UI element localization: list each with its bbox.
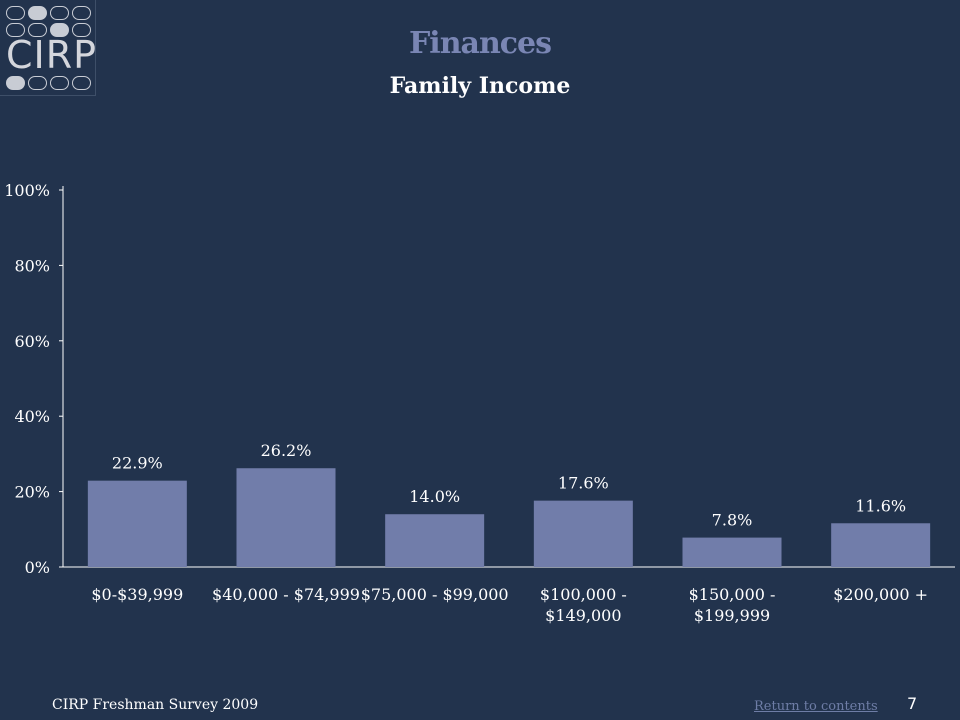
bar-value-label: 7.8% xyxy=(712,511,753,530)
bar xyxy=(682,537,782,567)
y-tick-label: 20% xyxy=(14,483,50,502)
y-tick-label: 100% xyxy=(4,181,50,200)
cirp-logo: CIRP xyxy=(0,0,96,96)
bar xyxy=(385,514,485,567)
bar-value-label: 17.6% xyxy=(558,474,609,493)
x-category-label: $100,000 - xyxy=(540,585,627,604)
x-category-label: $150,000 - xyxy=(689,585,776,604)
bar xyxy=(236,468,336,567)
bar xyxy=(831,523,931,567)
page-title: Finances xyxy=(409,26,552,61)
logo-dot-pattern-bottom xyxy=(6,76,91,93)
page-subtitle: Family Income xyxy=(389,73,571,99)
y-tick-label: 0% xyxy=(25,558,50,577)
x-category-label: $40,000 - $74,999 xyxy=(212,585,360,604)
bar xyxy=(87,480,187,567)
bar xyxy=(533,500,633,567)
logo-wordmark: CIRP xyxy=(6,33,98,77)
survey-label: CIRP Freshman Survey 2009 xyxy=(52,697,259,713)
y-tick-label: 80% xyxy=(14,256,50,275)
x-category-label: $149,000 xyxy=(545,606,621,625)
page-number: 7 xyxy=(907,694,918,713)
y-tick-label: 40% xyxy=(14,407,50,426)
x-category-label: $200,000 + xyxy=(833,585,928,604)
bar-value-label: 11.6% xyxy=(855,496,906,515)
x-category-label: $75,000 - $99,000 xyxy=(361,585,509,604)
y-tick-label: 60% xyxy=(14,332,50,351)
x-category-label: $0-$39,999 xyxy=(91,585,183,604)
bar-value-label: 22.9% xyxy=(112,454,163,473)
x-category-label: $199,999 xyxy=(694,606,770,625)
logo-dot-pattern xyxy=(6,6,91,40)
return-to-contents-link[interactable]: Return to contents xyxy=(754,699,878,714)
bar-value-label: 26.2% xyxy=(261,441,312,460)
bar-value-label: 14.0% xyxy=(409,487,460,506)
